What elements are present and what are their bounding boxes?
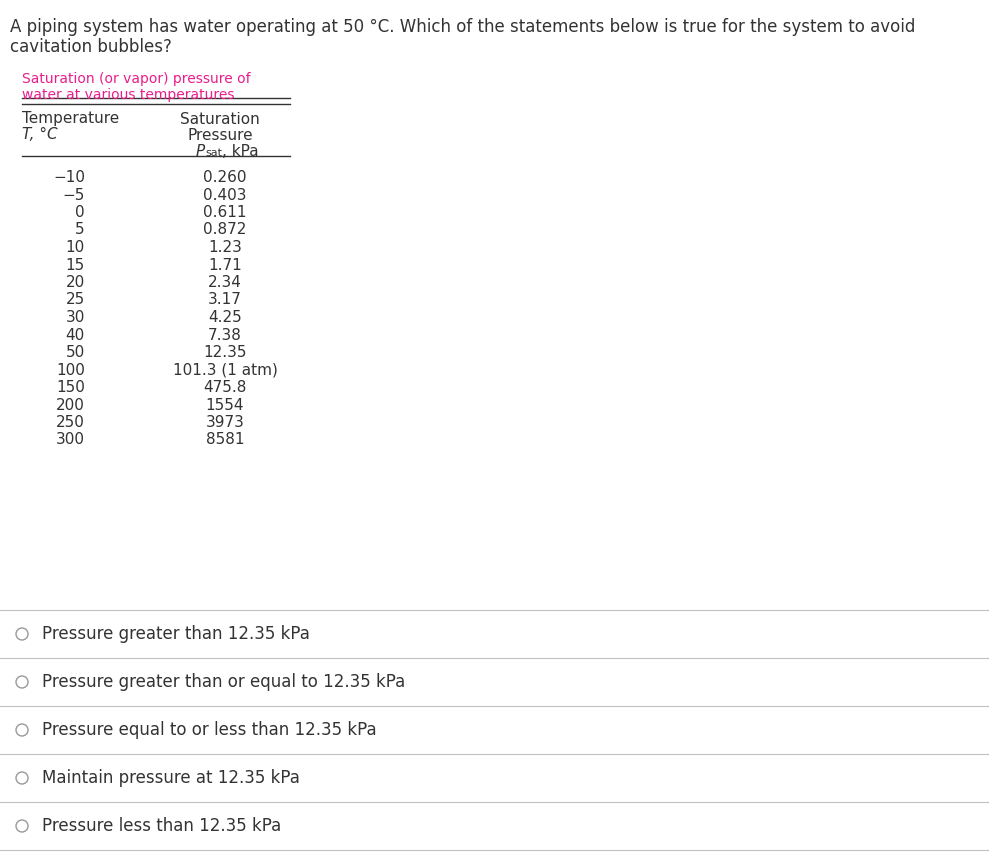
Text: 250: 250 [56,415,85,430]
Text: P: P [196,144,206,159]
Text: A piping system has water operating at 50 °C. Which of the statements below is t: A piping system has water operating at 5… [10,18,916,36]
Text: cavitation bubbles?: cavitation bubbles? [10,38,172,56]
Text: 4.25: 4.25 [208,310,242,325]
Text: 0.403: 0.403 [204,188,246,202]
Text: 30: 30 [65,310,85,325]
Text: Maintain pressure at 12.35 kPa: Maintain pressure at 12.35 kPa [42,769,300,787]
Text: 200: 200 [56,397,85,413]
Text: Temperature: Temperature [22,111,120,126]
Text: 100: 100 [56,362,85,378]
Text: 8581: 8581 [206,432,244,448]
Text: 5: 5 [75,222,85,238]
Text: 101.3 (1 atm): 101.3 (1 atm) [172,362,278,378]
Text: 25: 25 [65,293,85,307]
Text: sat: sat [205,148,222,158]
Text: , kPa: , kPa [222,144,259,159]
Text: Pressure greater than 12.35 kPa: Pressure greater than 12.35 kPa [42,625,310,643]
Text: 0.260: 0.260 [204,170,246,185]
Text: 1.71: 1.71 [208,257,242,273]
Text: 0: 0 [75,205,85,220]
Text: 3.17: 3.17 [208,293,242,307]
Text: 300: 300 [56,432,85,448]
Text: water at various temperatures: water at various temperatures [22,88,234,102]
Text: 12.35: 12.35 [204,345,246,360]
Text: 0.611: 0.611 [204,205,246,220]
Text: 3973: 3973 [206,415,244,430]
Text: 50: 50 [65,345,85,360]
Text: 10: 10 [65,240,85,255]
Text: Pressure: Pressure [187,128,253,143]
Text: 2.34: 2.34 [208,275,242,290]
Text: Saturation (or vapor) pressure of: Saturation (or vapor) pressure of [22,72,250,86]
Text: Pressure greater than or equal to 12.35 kPa: Pressure greater than or equal to 12.35 … [42,673,405,691]
Text: 475.8: 475.8 [204,380,246,395]
Text: −10: −10 [53,170,85,185]
Text: T, °C: T, °C [22,127,57,142]
Text: 15: 15 [65,257,85,273]
Text: Pressure less than 12.35 kPa: Pressure less than 12.35 kPa [42,817,281,835]
Text: 150: 150 [56,380,85,395]
Text: Pressure equal to or less than 12.35 kPa: Pressure equal to or less than 12.35 kPa [42,721,377,739]
Text: 0.872: 0.872 [204,222,246,238]
Text: 40: 40 [65,328,85,342]
Text: 1.23: 1.23 [208,240,242,255]
Text: 1554: 1554 [206,397,244,413]
Text: −5: −5 [62,188,85,202]
Text: 7.38: 7.38 [208,328,242,342]
Text: 20: 20 [65,275,85,290]
Text: Saturation: Saturation [180,112,260,127]
